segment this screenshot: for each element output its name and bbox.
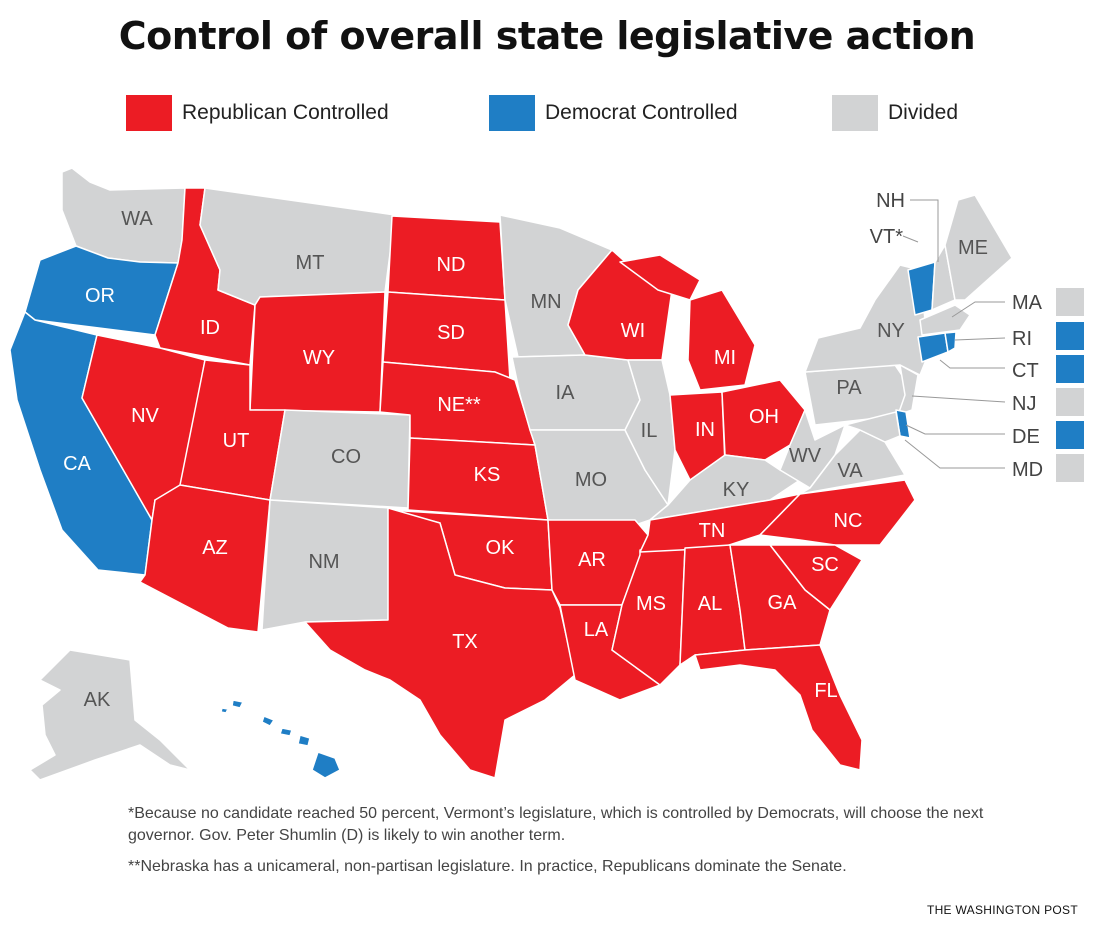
state-CA[interactable] [9,311,153,576]
state-HI[interactable] [220,699,341,779]
state-MA[interactable] [919,304,971,336]
swatch-MA [1056,288,1084,316]
label-UT: UT [223,430,250,452]
legend-swatch-democrat [489,95,535,131]
label-NV: NV [131,405,159,427]
state-IA[interactable] [511,354,641,431]
legend-swatch-divided [832,95,878,131]
label-IL: IL [641,420,658,442]
label-GA: GA [768,592,798,614]
label-WV: WV [789,445,822,467]
label-SC: SC [811,554,839,576]
state-TX[interactable] [304,507,576,779]
label-AL: AL [698,593,722,615]
label-AZ: AZ [202,537,228,559]
state-AZ[interactable] [139,484,271,633]
legend-swatch-republican [126,95,172,131]
label-LA: LA [584,619,609,641]
state-TN[interactable] [639,493,801,553]
legend-label-divided: Divided [888,101,959,124]
label-NE: NE** [437,394,481,416]
legend-item-republican: Republican Controlled [126,95,389,131]
label-AK: AK [84,689,111,711]
label-SD: SD [437,322,465,344]
state-MT[interactable] [199,187,396,306]
label-HI: HI [279,746,299,768]
state-CT[interactable] [917,332,949,363]
label-MI: MI [714,347,736,369]
label-MA: MA [1012,292,1043,314]
small-state-swatches [1056,288,1084,482]
label-MO: MO [575,469,607,491]
label-DE: DE [1012,426,1040,448]
state-NC[interactable] [759,479,916,546]
legend-label-republican: Republican Controlled [182,101,389,124]
label-FL: FL [814,680,837,702]
legend-label-democrat: Democrat Controlled [545,101,738,124]
label-KS: KS [474,464,501,486]
label-ID: ID [200,317,220,339]
label-PA: PA [836,377,862,399]
label-OR: OR [85,285,115,307]
label-IN: IN [695,419,715,441]
leader-lines [902,199,1006,469]
label-NH: NH [876,190,905,212]
label-MT: MT [296,252,325,274]
map-title: Control of overall state legislative act… [118,14,976,58]
state-WV[interactable] [779,409,846,489]
label-CA: CA [63,453,91,475]
label-ME: ME [958,237,988,259]
label-WA: WA [121,208,153,230]
label-KY: KY [723,479,750,501]
label-NC: NC [834,510,863,532]
footnote-nebraska: **Nebraska has a unicameral, non-partisa… [128,858,847,875]
state-GA[interactable] [729,544,831,651]
state-RI[interactable] [944,331,957,353]
label-CT: CT [1012,360,1039,382]
state-MD[interactable] [844,411,901,443]
label-MD: MD [1012,459,1043,481]
swatch-CT [1056,355,1084,383]
label-VT: VT* [870,226,904,248]
state-FL[interactable] [694,644,863,771]
label-CO: CO [331,446,361,468]
swatch-RI [1056,322,1084,350]
state-ME[interactable] [944,194,1013,301]
label-NY: NY [877,320,905,342]
label-NM: NM [308,551,339,573]
label-OK: OK [486,537,516,559]
label-ND: ND [437,254,466,276]
swatch-NJ [1056,388,1084,416]
label-AR: AR [578,549,606,571]
label-WI: WI [621,320,645,342]
label-WY: WY [303,347,335,369]
state-MI[interactable] [619,254,756,391]
label-NJ: NJ [1012,393,1036,415]
source-credit: THE WASHINGTON POST [926,903,1078,917]
legend-item-divided: Divided [832,95,958,131]
label-MS: MS [636,593,666,615]
swatch-MD [1056,454,1084,482]
label-OH: OH [749,406,779,428]
label-MN: MN [530,291,561,313]
legend-item-democrat: Democrat Controlled [489,95,738,131]
label-IA: IA [556,382,576,404]
swatch-DE [1056,421,1084,449]
label-VA: VA [837,460,863,482]
footnote-vermont: *Because no candidate reached 50 percent… [128,805,984,844]
label-TN: TN [699,520,726,542]
state-AK[interactable] [29,649,191,781]
label-RI: RI [1012,328,1032,350]
label-TX: TX [452,631,478,653]
